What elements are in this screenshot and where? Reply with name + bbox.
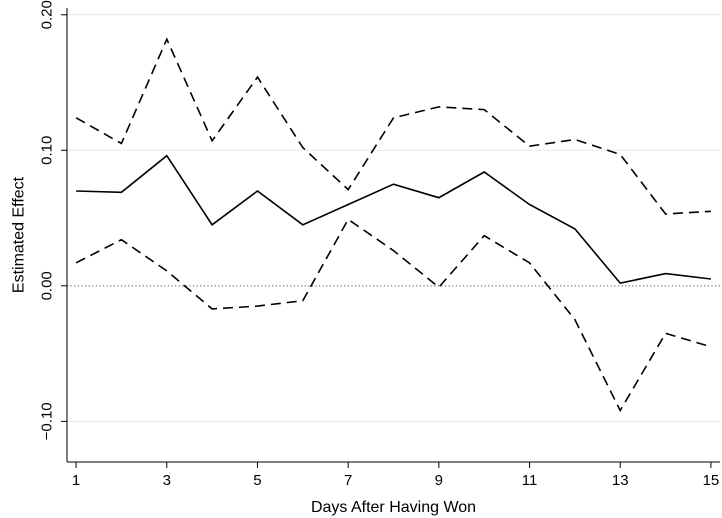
x-tick-label-2: 5 bbox=[253, 472, 261, 489]
y-axis-title: Estimated Effect bbox=[11, 176, 28, 293]
series-lines bbox=[76, 39, 711, 410]
x-tick-label-0: 1 bbox=[72, 472, 80, 489]
x-tick-label-7: 15 bbox=[703, 472, 720, 489]
x-tick-label-5: 11 bbox=[522, 472, 538, 489]
gridlines bbox=[67, 15, 720, 422]
y-tick-label-0: −0.10 bbox=[39, 402, 56, 440]
x-tick-label-4: 9 bbox=[435, 472, 443, 489]
x-tick-label-6: 13 bbox=[612, 472, 629, 489]
upper-bound-line bbox=[76, 39, 711, 214]
x-tick-label-3: 7 bbox=[344, 472, 352, 489]
axes bbox=[61, 8, 720, 468]
y-tick-label-3: 0.20 bbox=[39, 0, 56, 29]
y-tick-label-2: 0.10 bbox=[39, 136, 56, 165]
x-axis-title: Days After Having Won bbox=[311, 499, 476, 516]
lower-bound-line bbox=[76, 219, 711, 410]
y-tick-label-1: 0.00 bbox=[39, 271, 56, 300]
tick-labels: −0.100.000.100.201 3 5 7 9 11 13 15 bbox=[39, 0, 720, 489]
estimate-line bbox=[76, 156, 711, 283]
x-tick-label-1: 3 bbox=[163, 472, 171, 489]
